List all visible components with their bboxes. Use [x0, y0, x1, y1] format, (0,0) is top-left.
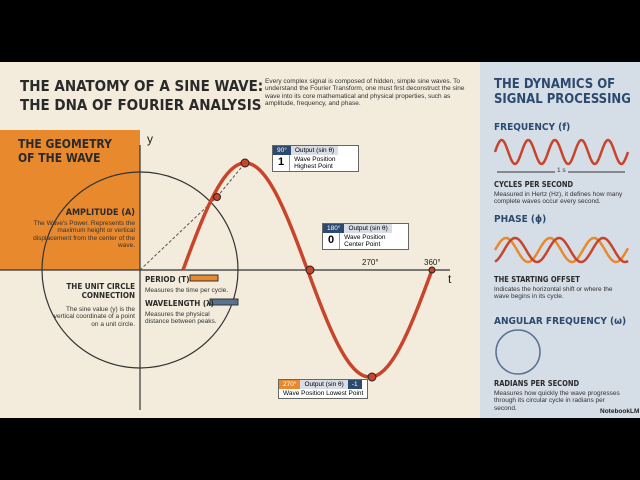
radius [139, 196, 218, 271]
trough-point [367, 372, 377, 382]
zero-point [305, 265, 315, 275]
dynamics-title: THE DYNAMICS OF SIGNAL PROCESSING [494, 77, 631, 107]
phase-wave-a [493, 236, 630, 264]
callout-text: Wave Position Highest Point [294, 156, 336, 170]
footer: NotebookLM [600, 408, 640, 415]
title-line: THE DNA OF FOURIER ANALYSIS [20, 96, 262, 114]
angular-circle [495, 329, 541, 375]
axis-y: y [147, 132, 153, 146]
callout-header: Output (sin θ) [290, 146, 339, 155]
geometry-title: THE GEOMETRY OF THE WAVE [18, 137, 112, 165]
axis-t: t [448, 272, 452, 286]
end-point [428, 266, 436, 274]
scale-label: 1 s [555, 167, 568, 175]
phase-text: Indicates the horizontal shift or where … [494, 286, 613, 301]
angle-label: 270° [362, 258, 379, 267]
angle-label: 360° [424, 258, 441, 267]
period-text: Measures the time per cycle. [145, 287, 229, 294]
unit-circle-text: The sine value (y) is the vertical coord… [53, 306, 135, 328]
projection [216, 162, 246, 198]
phase-wave-b [494, 236, 629, 264]
callout-angle: 90° [273, 146, 291, 155]
unit-circle [41, 171, 239, 369]
callout-value: -1 [347, 380, 362, 389]
amplitude-title: AMPLITUDE (A) [65, 208, 135, 218]
side-panel [480, 62, 640, 418]
title-line: THE ANATOMY OF A SINE WAVE: [20, 77, 264, 95]
angular-text: Measures how quickly the wave progresses… [494, 390, 620, 412]
angular-title: ANGULAR FREQUENCY (ω) [494, 316, 627, 327]
callout-angle: 180° [323, 224, 345, 233]
circle-point [213, 193, 221, 201]
intro: Every complex signal is composed of hidd… [265, 78, 465, 108]
callout-header: Output (sin θ) [300, 380, 348, 389]
wavelength-icon [209, 298, 239, 306]
period-title: PERIOD (T) [145, 275, 190, 284]
frequency-subtitle: CYCLES PER SECOND [494, 180, 574, 189]
unit-circle-title: THE UNIT CIRCLE CONNECTION [66, 282, 135, 301]
orange-block [0, 130, 140, 270]
amplitude-text: The Wave's Power. Represents the maximum… [33, 220, 135, 250]
frequency-title: FREQUENCY (f) [494, 122, 571, 133]
phase-title: PHASE (ϕ) [494, 214, 547, 225]
frequency-text: Measured in Hertz (Hz), it defines how m… [494, 191, 623, 206]
callout-text: Wave Position Center Point [344, 234, 386, 248]
period-icon [189, 274, 219, 282]
callout-value: 1 [273, 155, 291, 171]
callout-text: Wave Position Lowest Point [283, 390, 364, 397]
callout-value: 0 [323, 233, 341, 249]
callout: 90° Output (sin θ) 1 Wave Position Highest… [272, 145, 360, 172]
callout: 180° Output (sin θ) 0 Wave Position Center… [322, 223, 410, 250]
angular-subtitle: RADIANS PER SECOND [494, 379, 580, 388]
peak-point [240, 158, 250, 168]
wavelength-title: WAVELENGTH (λ) [145, 299, 214, 308]
phase-subtitle: THE STARTING OFFSET [494, 275, 580, 284]
frequency-wave [493, 138, 630, 166]
callout-angle: 270° [279, 380, 301, 389]
callout: 270° Output (sin θ) -1 Wave Position Lowes… [278, 379, 369, 399]
callout-header: Output (sin θ) [344, 224, 392, 233]
wavelength-text: Measures the physical distance between p… [145, 311, 217, 326]
